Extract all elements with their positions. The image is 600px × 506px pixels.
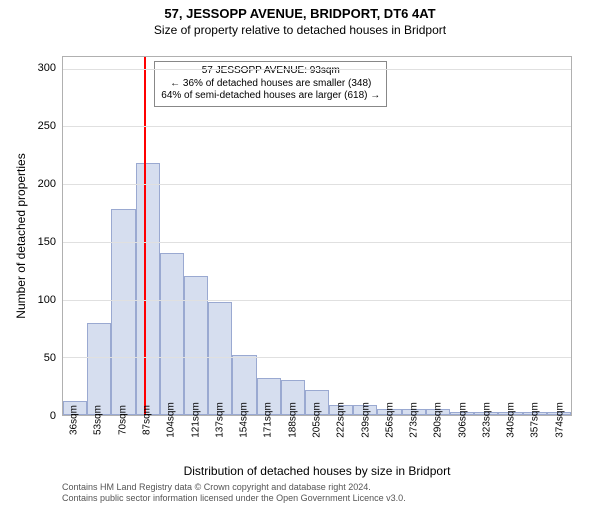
y-axis-label: Number of detached properties <box>14 153 28 318</box>
plot-area: 57 JESSOPP AVENUE: 93sqm ← 36% of detach… <box>62 56 572 416</box>
y-tick-label: 0 <box>50 410 56 422</box>
annotation-line3: 64% of semi-detached houses are larger (… <box>161 90 380 103</box>
y-tick-label: 150 <box>38 236 56 248</box>
y-tick-label: 100 <box>38 294 56 306</box>
chart-title-address: 57, JESSOPP AVENUE, BRIDPORT, DT6 4AT <box>0 6 600 21</box>
gridline <box>63 242 571 243</box>
y-tick-label: 200 <box>38 178 56 190</box>
histogram-bar <box>208 302 232 415</box>
chart-subtitle: Size of property relative to detached ho… <box>0 23 600 37</box>
histogram-bar <box>184 276 208 415</box>
gridline <box>63 357 571 358</box>
histogram-bar <box>160 253 184 415</box>
x-axis-label: Distribution of detached houses by size … <box>62 464 572 478</box>
y-tick-label: 250 <box>38 120 56 132</box>
histogram-bar <box>87 323 111 415</box>
annotation-line1: 57 JESSOPP AVENUE: 93sqm <box>161 65 380 78</box>
histogram-bar <box>136 163 160 415</box>
gridline <box>63 300 571 301</box>
gridline <box>63 69 571 70</box>
gridline <box>63 184 571 185</box>
y-tick-label: 50 <box>44 352 56 364</box>
footer-line2: Contains public sector information licen… <box>62 493 600 504</box>
y-tick-label: 300 <box>38 62 56 74</box>
footer-attribution: Contains HM Land Registry data © Crown c… <box>62 482 600 505</box>
annotation-line2: ← 36% of detached houses are smaller (34… <box>161 78 380 91</box>
bars-container <box>63 57 571 415</box>
gridline <box>63 126 571 127</box>
histogram-bar <box>111 209 135 415</box>
footer-line1: Contains HM Land Registry data © Crown c… <box>62 482 600 493</box>
chart-area: 57 JESSOPP AVENUE: 93sqm ← 36% of detach… <box>62 56 572 416</box>
marker-line <box>144 57 146 415</box>
